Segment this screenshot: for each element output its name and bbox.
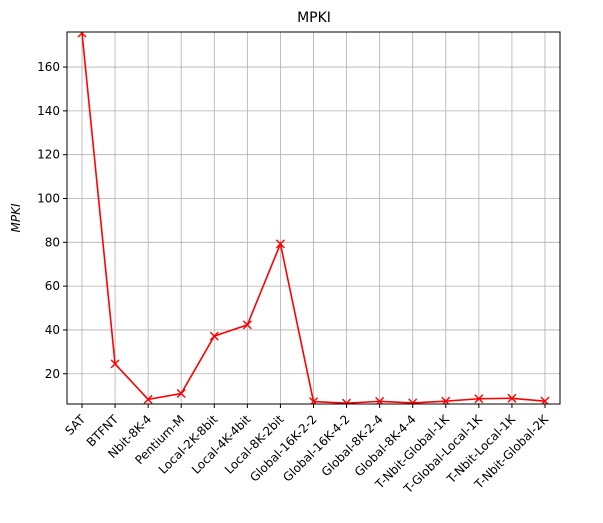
x-axis: SATBTFNTNbit-8K-4Pentium-MLocal-2K-8bitL… (62, 404, 552, 497)
data-point-marker (376, 396, 385, 404)
y-tick-label: 100 (37, 192, 60, 206)
y-tick-label: 120 (37, 148, 60, 162)
data-point (309, 397, 318, 404)
data-point (110, 359, 120, 369)
y-tick-label: 20 (45, 367, 60, 381)
data-point (77, 32, 87, 38)
series-group (77, 32, 550, 404)
grid (67, 32, 560, 404)
y-axis: 20 40 60 80 100 120 140 160 (37, 60, 67, 381)
data-point (242, 320, 252, 330)
data-point-marker (507, 393, 517, 403)
data-point-marker (110, 359, 120, 369)
data-point (408, 398, 418, 404)
data-point-marker (275, 239, 285, 249)
data-point-marker (176, 388, 186, 398)
data-point-marker (209, 331, 219, 341)
y-tick-label: 140 (37, 104, 60, 118)
data-point (474, 394, 484, 404)
y-tick-label: 160 (37, 60, 60, 74)
y-tick-label: 60 (45, 279, 60, 293)
data-point (342, 398, 352, 404)
data-point-marker (143, 394, 153, 404)
x-tick-label: SAT (62, 412, 88, 438)
data-point-marker (77, 32, 85, 38)
y-tick-label: 80 (45, 235, 60, 249)
data-point (209, 331, 219, 341)
data-point-marker (344, 398, 352, 404)
chart-title: MPKI (297, 10, 331, 26)
data-point-marker (310, 397, 318, 404)
data-point (275, 239, 285, 249)
data-point (507, 393, 517, 403)
data-point (375, 396, 385, 404)
series-layer (77, 32, 550, 404)
y-tick-label: 40 (45, 323, 60, 337)
data-point-marker (410, 398, 418, 404)
y-axis-title: MPKI (9, 203, 23, 232)
data-point-marker (242, 320, 252, 330)
data-point (176, 388, 186, 398)
data-point (143, 394, 153, 404)
data-point-marker (474, 394, 484, 404)
